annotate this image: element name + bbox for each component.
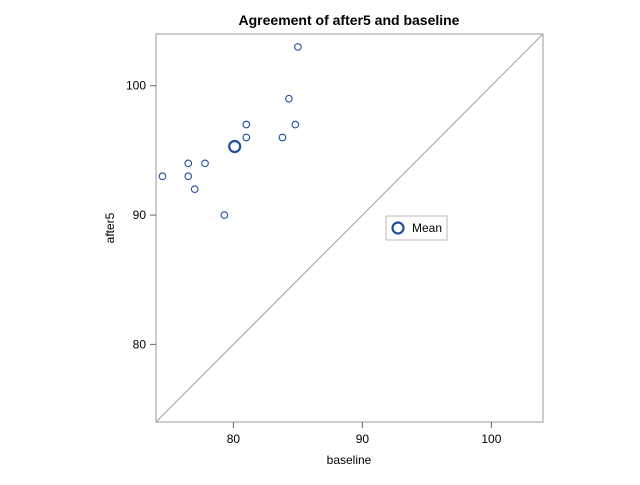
x-axis-label: baseline — [327, 453, 372, 467]
data-point — [158, 172, 167, 181]
x-tick-label: 90 — [356, 432, 370, 446]
x-axis: 80 90 100 — [227, 422, 502, 446]
x-tick-label: 80 — [227, 432, 241, 446]
data-point — [201, 159, 209, 168]
y-tick-label: 100 — [126, 79, 146, 93]
data-point — [184, 159, 193, 168]
y-axis: 80 90 100 — [126, 79, 156, 351]
data-point — [278, 133, 287, 142]
data-point — [285, 94, 293, 103]
y-axis-label: after5 — [103, 212, 117, 243]
y-tick-label: 90 — [133, 208, 147, 222]
data-point — [184, 172, 193, 181]
data-point — [291, 120, 300, 129]
legend: Mean — [385, 215, 448, 241]
data-point — [190, 185, 199, 194]
plot-frame — [155, 33, 544, 423]
mean-point — [228, 139, 242, 154]
identity-line — [155, 33, 544, 423]
data-point — [220, 211, 229, 219]
identity-line-layer — [155, 33, 544, 423]
data-point — [242, 120, 251, 129]
legend-mean-marker — [391, 221, 405, 235]
legend-box — [385, 215, 448, 241]
chart-title: Agreement of after5 and baseline — [239, 12, 460, 28]
x-tick-label: 100 — [481, 432, 501, 446]
data-point — [242, 133, 251, 142]
y-tick-label: 80 — [133, 337, 147, 351]
points-layer — [158, 43, 302, 219]
legend-mean-label: Mean — [412, 221, 442, 235]
data-point — [294, 43, 302, 51]
